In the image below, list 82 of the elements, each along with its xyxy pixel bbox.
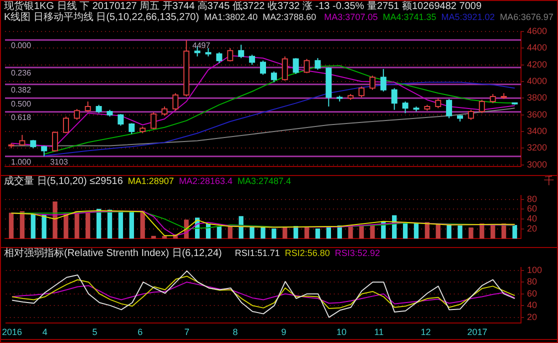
y-tick-label: 80	[527, 276, 538, 287]
y-tick-label: 4200	[527, 59, 548, 70]
x-tick-label: 12	[420, 327, 431, 338]
bar	[424, 222, 430, 239]
text: MA2:28163.4	[178, 176, 232, 187]
chart-title: 相对强弱指标(Relative Strenth Index) 日(6,12,24)	[4, 248, 222, 259]
text: MA3:27487.4	[237, 176, 292, 187]
bar	[458, 226, 462, 239]
y-tick-label: 40	[527, 300, 538, 310]
y-tick-label: 20	[527, 312, 538, 322]
y-tick-label: 3800	[527, 92, 548, 103]
x-tick-label: 11	[374, 327, 384, 338]
x-tick-label: 8	[232, 327, 238, 338]
y-tick-label: 3000	[527, 159, 548, 170]
annotation: 3103	[50, 158, 68, 167]
y-tick-label: 80	[527, 194, 538, 204]
text: MA2:3788.60	[262, 12, 316, 23]
chart-title: 成交量 日(5,10,20) ≤29516	[4, 176, 123, 187]
x-tick-label: 7	[184, 327, 190, 338]
y-tick-label: 40	[527, 213, 538, 224]
bar	[414, 224, 419, 239]
y-tick-label: 60	[527, 288, 538, 298]
bar	[20, 211, 25, 239]
annotation: 0.500	[11, 99, 32, 108]
bar	[468, 227, 474, 239]
bar	[151, 236, 156, 239]
x-tick-label: 10	[336, 327, 346, 338]
bar	[370, 224, 375, 239]
annotation: 4497	[192, 41, 211, 50]
annotation: 0.618	[11, 113, 32, 122]
text: RSI1:51.71	[234, 248, 280, 259]
text: RSI3:52.92	[334, 248, 380, 259]
y-tick-label: 4600	[527, 26, 548, 36]
y-tick-label: 4400	[527, 42, 548, 53]
bar	[480, 224, 484, 239]
x-tick-label: 2017	[467, 327, 488, 338]
bar	[118, 210, 124, 239]
x-tick-label: 4	[42, 327, 48, 338]
x-tick-label: 2016	[2, 327, 22, 338]
bar	[272, 228, 276, 239]
bar	[348, 226, 353, 239]
annotation: 1.000	[11, 158, 32, 167]
bar	[260, 227, 266, 239]
y-tick-label: 4000	[527, 76, 548, 86]
bar	[74, 211, 80, 239]
bar	[436, 224, 440, 239]
y-tick-label: 3400	[527, 126, 548, 136]
y-tick-label: 3200	[527, 142, 548, 153]
bar	[359, 226, 364, 239]
y-tick-label: 60	[527, 204, 538, 214]
bar	[162, 236, 167, 239]
annotation: 0.000	[11, 41, 32, 50]
bar	[129, 211, 134, 239]
text: MA3:3707.05	[324, 12, 378, 23]
bar	[250, 226, 254, 239]
text: MA4:3741.35	[382, 12, 436, 23]
bar	[64, 214, 68, 239]
x-tick-label: 6	[138, 327, 143, 338]
x-tick-label: 9	[281, 327, 286, 338]
bar	[304, 227, 310, 239]
bar	[402, 222, 408, 239]
text: MA5:3921.02	[441, 12, 495, 23]
bar	[30, 214, 36, 239]
annotation: 0.382	[11, 86, 32, 95]
bar	[8, 212, 14, 239]
x-tick-label: 5	[92, 327, 98, 338]
annotation: 0.236	[11, 68, 32, 78]
bar	[42, 214, 46, 239]
y-axis-title: 千	[544, 176, 554, 187]
bar	[512, 225, 518, 239]
y-tick-label: 20	[527, 223, 538, 234]
bar	[86, 212, 90, 239]
bar	[228, 226, 232, 239]
text: MA6:3676.97	[500, 12, 554, 23]
text: MA1:3802.40	[204, 12, 258, 23]
text: MA1:28907	[128, 176, 174, 187]
y-tick-label: 100	[527, 264, 542, 275]
chart-subtitle: K线图 日移动平均线 日(5,10,22,66,135,270)	[4, 12, 200, 23]
text: RSI2:56.80	[284, 248, 330, 259]
bar	[52, 201, 58, 239]
y-tick-label: 3600	[527, 109, 548, 120]
bar	[315, 228, 320, 239]
